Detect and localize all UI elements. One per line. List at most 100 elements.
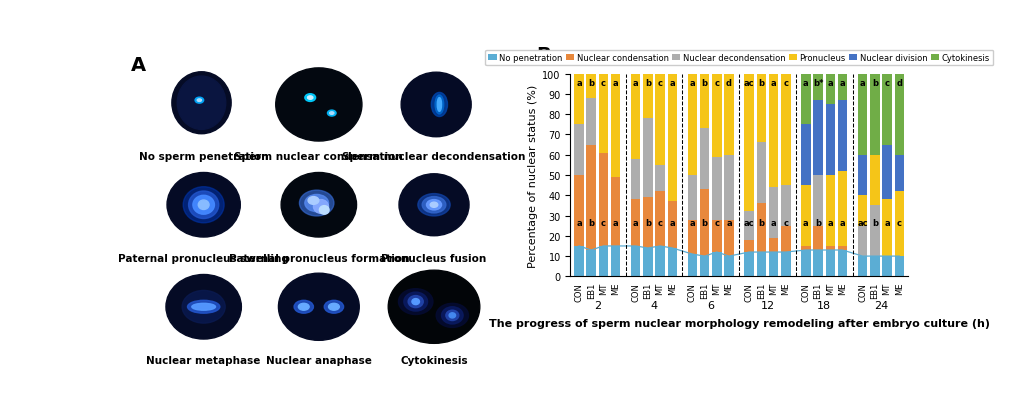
- Text: d: d: [726, 78, 732, 88]
- Bar: [744, 252, 753, 277]
- Bar: [744, 240, 753, 252]
- Bar: [869, 74, 878, 155]
- Text: a: a: [802, 218, 808, 227]
- Text: Paternal pronucleus formation: Paternal pronucleus formation: [228, 253, 409, 263]
- Text: b: b: [871, 218, 877, 227]
- Bar: [586, 250, 595, 277]
- Text: The progress of sperm nuclear morphology remodeling after embryo culture (h): The progress of sperm nuclear morphology…: [488, 318, 988, 328]
- Text: b: b: [588, 78, 594, 88]
- Bar: [610, 246, 620, 277]
- Text: Paternal pronucleus swelling: Paternal pronucleus swelling: [118, 253, 288, 263]
- Text: b: b: [871, 78, 877, 88]
- Text: a: a: [689, 78, 695, 88]
- Text: c: c: [657, 78, 662, 88]
- Text: MT: MT: [825, 282, 834, 294]
- Text: 24: 24: [873, 300, 888, 310]
- Bar: [610, 178, 620, 246]
- Bar: [723, 220, 733, 256]
- Bar: [631, 246, 640, 277]
- Text: b: b: [814, 218, 820, 227]
- Text: a: a: [576, 78, 581, 88]
- Text: a: a: [612, 78, 618, 88]
- Text: a: a: [668, 78, 675, 88]
- Bar: [744, 74, 753, 212]
- Bar: [881, 256, 891, 277]
- Bar: [643, 198, 652, 248]
- Bar: [711, 157, 720, 220]
- Text: B: B: [536, 46, 551, 65]
- Bar: [655, 192, 664, 246]
- Bar: [586, 145, 595, 250]
- Bar: [723, 256, 733, 277]
- Text: b: b: [758, 78, 763, 88]
- Text: Nuclear metaphase: Nuclear metaphase: [147, 355, 261, 365]
- Text: c: c: [600, 78, 605, 88]
- Bar: [699, 129, 708, 190]
- Bar: [894, 256, 903, 277]
- Text: b: b: [644, 78, 650, 88]
- Text: b: b: [758, 218, 763, 227]
- Bar: [666, 248, 677, 277]
- Text: EB1: EB1: [643, 282, 652, 299]
- Bar: [699, 256, 708, 277]
- Bar: [744, 212, 753, 240]
- Text: a: a: [576, 218, 581, 227]
- Bar: [837, 74, 847, 101]
- Text: a: a: [826, 78, 833, 88]
- Text: EB1: EB1: [699, 282, 708, 299]
- Bar: [881, 200, 891, 256]
- Bar: [768, 238, 777, 252]
- Text: 12: 12: [760, 300, 773, 310]
- Text: c: c: [783, 218, 788, 227]
- Text: ME: ME: [667, 282, 677, 295]
- Text: c: c: [657, 218, 662, 227]
- Text: 6: 6: [706, 300, 713, 310]
- Bar: [800, 250, 810, 277]
- Text: a: a: [689, 218, 695, 227]
- Bar: [800, 74, 810, 125]
- Bar: [631, 74, 640, 159]
- Text: EB1: EB1: [756, 282, 765, 299]
- Text: MT: MT: [655, 282, 664, 294]
- Text: a: a: [839, 218, 845, 227]
- Bar: [857, 226, 866, 256]
- Bar: [574, 246, 583, 277]
- Bar: [711, 220, 720, 252]
- Bar: [812, 226, 822, 250]
- Text: a: a: [839, 78, 845, 88]
- Bar: [723, 74, 733, 155]
- Bar: [699, 190, 708, 256]
- Text: a: a: [632, 78, 638, 88]
- Text: b: b: [588, 218, 594, 227]
- Bar: [598, 246, 607, 277]
- Text: a: a: [770, 78, 775, 88]
- Bar: [586, 74, 595, 99]
- Text: ac: ac: [743, 78, 754, 88]
- Bar: [837, 250, 847, 277]
- Bar: [869, 155, 878, 206]
- Text: ME: ME: [610, 282, 620, 295]
- Text: d: d: [896, 78, 902, 88]
- Bar: [687, 176, 697, 220]
- Bar: [824, 105, 835, 176]
- Text: c: c: [883, 78, 889, 88]
- Legend: No penetration, Nuclear condensation, Nuclear decondensation, Pronucleus, Nuclea: No penetration, Nuclear condensation, Nu…: [484, 50, 993, 66]
- Bar: [781, 186, 790, 226]
- Text: CON: CON: [687, 282, 696, 301]
- Bar: [631, 200, 640, 246]
- Bar: [824, 176, 835, 246]
- Text: Cytokinesis: Cytokinesis: [399, 355, 468, 365]
- Bar: [643, 74, 652, 119]
- Text: b*: b*: [812, 78, 822, 88]
- Bar: [800, 186, 810, 246]
- Bar: [723, 155, 733, 220]
- Text: EB1: EB1: [869, 282, 878, 299]
- Text: EB1: EB1: [813, 282, 821, 299]
- Bar: [610, 74, 620, 178]
- Y-axis label: Percentage of nuclear status (%): Percentage of nuclear status (%): [528, 84, 538, 267]
- Text: CON: CON: [857, 282, 866, 301]
- Bar: [655, 165, 664, 192]
- Bar: [655, 246, 664, 277]
- Bar: [781, 252, 790, 277]
- Bar: [824, 246, 835, 250]
